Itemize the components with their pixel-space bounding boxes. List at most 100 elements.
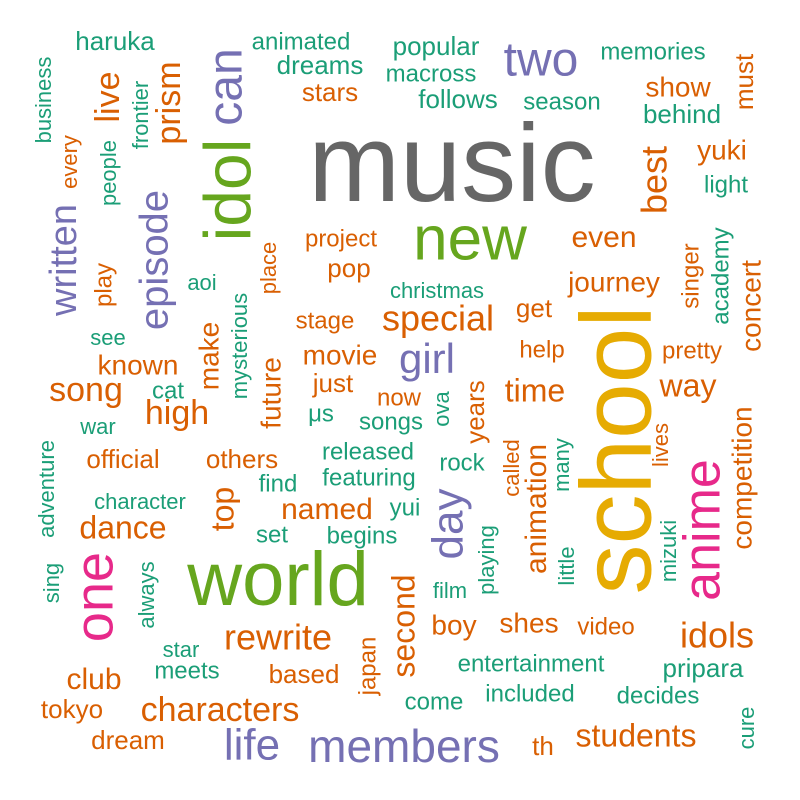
word-world: world [186,537,369,622]
word-stage: stage [296,307,355,334]
word-aoi: aoi [187,270,216,295]
word-pretty: pretty [662,337,722,364]
word-decides: decides [617,682,700,709]
word-official: official [86,444,159,474]
word-club: club [66,663,121,696]
word-cat: cat [152,377,184,404]
word-stars: stars [302,77,358,107]
word-animation: animation [520,444,553,574]
word-character: character [94,489,186,514]
word-see: see [90,325,125,350]
word-based: based [269,659,340,689]
word-girl: girl [399,335,455,382]
word-school: school [560,305,672,594]
word-macross: macross [386,60,477,87]
word-business: business [31,57,56,144]
word-playing: playing [474,525,499,595]
word-tokyo: tokyo [41,694,103,724]
word-named: named [281,493,373,526]
word-members: members [308,720,500,772]
word-dreams: dreams [277,50,364,80]
word-dance: dance [79,509,166,545]
word-academy: academy [707,227,734,324]
word-released: released [322,438,414,465]
word-mysterious: mysterious [227,293,252,399]
word-included: included [485,680,574,707]
word-prism: prism [150,61,188,144]
word-journey: journey [567,266,660,297]
word-way: way [659,367,717,403]
word-find: find [259,470,298,497]
word-special: special [382,298,494,339]
word-film: film [433,578,467,603]
word-little: little [554,546,579,585]
word-even: even [571,221,636,254]
word-idol: idol [190,139,264,242]
word-sing: sing [39,563,64,603]
word-high: high [145,394,209,432]
word-boy: boy [431,609,476,640]
word-ova: ova [429,391,454,427]
word-get: get [516,293,553,323]
word-day: day [424,489,473,560]
word-song: song [49,371,123,409]
word-live: live [89,71,127,122]
word-future: future [255,357,286,429]
word-christmas: christmas [390,278,484,303]
word-people: people [96,140,121,206]
word-popular: popular [393,31,480,61]
word-meets: meets [154,657,219,684]
word-rock: rock [439,449,485,476]
word-top: top [204,487,240,531]
word-come: come [405,688,464,715]
word-frontier: frontier [128,81,153,149]
word-yuki: yuki [697,134,747,165]
word-star: star [163,637,200,662]
word-make: make [193,322,224,390]
word-show: show [645,71,711,102]
word-always: always [134,561,159,628]
word-years: years [460,380,490,444]
word-play: play [90,263,117,307]
word-mus: μs [308,400,334,427]
word-many: many [549,438,574,492]
word-shes: shes [499,607,558,638]
word-concert: concert [735,260,766,352]
word-now: now [377,384,422,411]
word-others: others [206,444,278,474]
word-idols: idols [680,615,754,656]
word-just: just [312,368,354,398]
word-singer: singer [677,243,704,308]
word-songs: songs [359,408,423,435]
word-music: music [308,102,595,225]
word-one: one [64,552,124,642]
word-lives: lives [648,423,673,467]
word-behind: behind [643,99,721,129]
word-new: new [413,204,527,273]
word-every: every [57,135,82,189]
word-begins: begins [327,522,398,549]
word-place: place [256,242,281,295]
word-video: video [577,613,634,640]
word-season: season [523,88,600,115]
word-follows: follows [418,84,497,114]
word-anime: anime [674,459,732,601]
word-rewrite: rewrite [224,617,332,658]
word-war: war [79,414,115,439]
word-best: best [634,146,675,214]
word-mizuki: mizuki [656,520,681,582]
word-dream: dream [91,725,165,755]
word-help: help [519,336,564,363]
word-students: students [576,717,697,753]
word-episode: episode [133,190,177,330]
word-cure: cure [734,707,759,750]
word-written: written [43,204,85,317]
word-memories: memories [600,38,705,65]
word-two: two [504,34,579,87]
word-pop: pop [327,253,370,283]
word-competition: competition [726,406,757,549]
word-known: known [98,349,179,380]
word-time: time [505,372,565,408]
word-entertainment: entertainment [458,650,605,677]
